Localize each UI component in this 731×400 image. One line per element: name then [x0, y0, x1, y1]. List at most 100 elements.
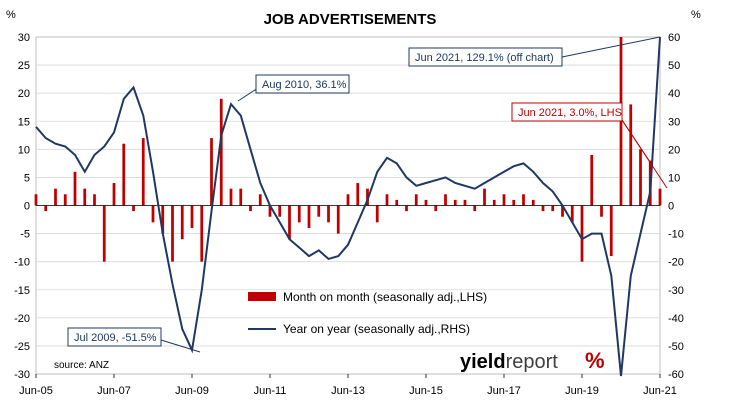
mom-bar [112, 183, 116, 206]
annotation-jun2021-mom: Jun 2021, 3.0%, LHS [511, 102, 668, 189]
mom-bar [414, 194, 418, 206]
mom-bar [629, 104, 633, 206]
mom-bar [346, 194, 350, 206]
mom-bar [375, 205, 379, 223]
right-tick-label: -50 [668, 341, 684, 353]
left-tick-label: 0 [24, 201, 30, 213]
mom-bar [258, 194, 262, 206]
right-tick-label: -20 [668, 257, 684, 269]
yieldreport-logo: yieldreport % [460, 348, 605, 373]
mom-bar [83, 188, 87, 206]
right-tick-label: 30 [668, 116, 680, 128]
mom-bar [502, 194, 506, 206]
left-axis-ticks: 30 25 20 15 10 5 0 -5 -10 -15 -20 -25 -30 [14, 32, 30, 381]
mom-bar [580, 205, 584, 262]
mom-bar [122, 143, 126, 206]
left-tick-label: -20 [14, 313, 30, 325]
mom-bar [492, 199, 496, 206]
annotation-leader [237, 87, 259, 102]
mom-bar [327, 205, 330, 223]
x-tick-label: Jun-11 [254, 385, 287, 397]
left-tick-label: -5 [20, 229, 30, 241]
mom-bar [639, 149, 642, 206]
mom-bar [385, 194, 389, 206]
mom-bar [268, 205, 272, 217]
mom-bar [44, 205, 48, 212]
mom-bar [483, 188, 486, 206]
mom-bar [590, 154, 594, 206]
annotation-leader [621, 119, 653, 166]
annotation-jul2009: Jul 2009, -51.5% [67, 327, 201, 353]
right-tick-label: -30 [668, 285, 684, 297]
mom-bar [551, 205, 555, 212]
annotation-text: Jun 2021, 129.1% (off chart) [415, 52, 554, 64]
mom-bar [424, 199, 428, 206]
right-tick-label: -10 [668, 229, 684, 241]
mom-bar [93, 194, 96, 206]
mom-bar [356, 183, 360, 206]
annotation-text: Jun 2021, 3.0%, LHS [518, 107, 622, 119]
right-tick-label: 60 [668, 32, 680, 44]
annotation-leader [561, 36, 661, 58]
right-axis-ticks: 60 50 40 30 20 10 0 -10 -20 -30 -40 -50 -60 [668, 32, 684, 381]
left-tick-label: 10 [18, 144, 30, 156]
left-tick-label: 20 [18, 88, 30, 100]
mom-bar [180, 205, 184, 240]
left-tick-label: -25 [14, 341, 30, 353]
right-tick-label: 40 [668, 88, 680, 100]
mom-bar [102, 205, 106, 262]
mom-bar [473, 205, 477, 212]
left-tick-label: 25 [18, 60, 30, 72]
right-tick-label: -60 [668, 369, 684, 381]
annotation-box [511, 102, 623, 122]
mom-bar [444, 194, 447, 206]
mom-bar [219, 98, 223, 206]
mom-bar [541, 205, 545, 212]
mom-bar [531, 199, 535, 206]
x-tick-label: Jun-05 [19, 385, 53, 397]
annotation-text: Aug 2010, 36.1% [262, 79, 347, 91]
right-axis-unit: % [691, 9, 701, 21]
mom-bar [658, 188, 662, 206]
annotation-box [408, 47, 563, 67]
x-tick-label: Jun-07 [97, 385, 131, 397]
mom-bar [171, 205, 174, 262]
x-tick-label: Jun-09 [175, 385, 209, 397]
right-tick-label: -40 [668, 313, 684, 325]
legend-swatch-mom [248, 292, 276, 301]
mom-bar [63, 194, 67, 206]
mom-bar [229, 188, 233, 206]
right-tick-label: 10 [668, 172, 680, 184]
chart-title: JOB ADVERTISEMENTS [264, 11, 437, 28]
mom-bar [249, 205, 252, 212]
mom-bar [73, 171, 77, 206]
mom-bar [210, 138, 213, 206]
mom-bar [307, 205, 311, 228]
mom-bar [453, 199, 457, 206]
legend-label-mom: Month on month (seasonally adj.,LHS) [283, 290, 487, 304]
mom-bar [395, 199, 399, 206]
annotation-aug2010: Aug 2010, 36.1% [237, 74, 350, 102]
x-tick-label: Jun-21 [643, 385, 677, 397]
mom-bar [161, 205, 165, 234]
annotation-leader [160, 339, 201, 353]
left-tick-label: 15 [18, 116, 30, 128]
logo-percent-glyph: % [585, 348, 605, 373]
mom-bar [239, 188, 243, 206]
annotation-box [67, 327, 162, 347]
mom-bar [132, 205, 135, 212]
source-note: source: ANZ [54, 360, 109, 371]
right-tick-label: 0 [668, 201, 674, 213]
left-tick-label: -15 [14, 285, 30, 297]
mom-bar [190, 205, 194, 228]
left-tick-label: -10 [14, 257, 30, 269]
mom-bar [54, 188, 57, 206]
mom-bar [561, 205, 564, 217]
mom-bar [34, 194, 38, 206]
mom-bar [405, 205, 408, 212]
annotation-box [255, 74, 350, 94]
mom-bar [463, 199, 467, 206]
left-tick-label: 30 [18, 32, 30, 44]
